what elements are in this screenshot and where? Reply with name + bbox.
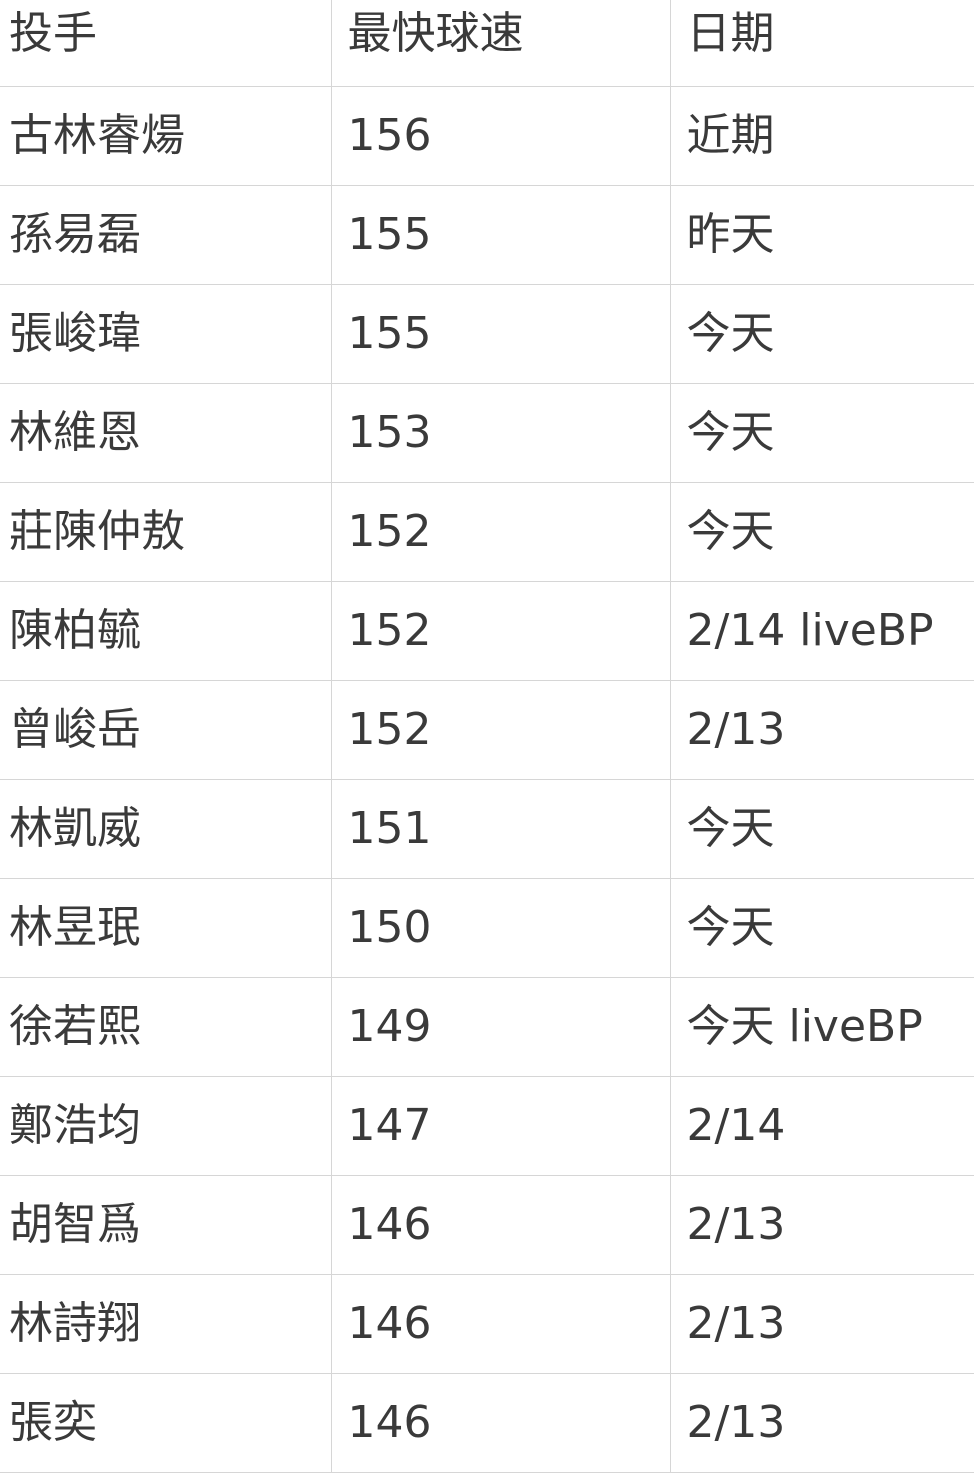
header-date: 日期	[670, 0, 974, 87]
date-cell: 今天	[670, 779, 974, 879]
table-row: 徐若熙 149 今天 liveBP	[0, 977, 974, 1077]
speed-cell: 152	[331, 680, 671, 780]
speed-cell: 151	[331, 779, 671, 879]
date-cell: 2/14	[670, 1076, 974, 1176]
speed-cell: 155	[331, 284, 671, 384]
pitcher-cell: 徐若熙	[0, 977, 332, 1077]
pitcher-cell: 胡智爲	[0, 1175, 332, 1275]
header-top-speed: 最快球速	[331, 0, 671, 87]
date-cell: 今天	[670, 482, 974, 582]
date-cell: 2/13	[670, 1274, 974, 1374]
speed-cell: 152	[331, 482, 671, 582]
date-cell: 今天	[670, 383, 974, 483]
pitcher-cell: 古林睿煬	[0, 86, 332, 186]
pitcher-cell: 莊陳仲敖	[0, 482, 332, 582]
table-row: 林詩翔 146 2/13	[0, 1274, 974, 1374]
pitcher-cell: 林詩翔	[0, 1274, 332, 1374]
date-cell: 近期	[670, 86, 974, 186]
table-row: 林昱珉 150 今天	[0, 878, 974, 978]
speed-cell: 153	[331, 383, 671, 483]
table-row: 曾峻岳 152 2/13	[0, 680, 974, 780]
speed-cell: 150	[331, 878, 671, 978]
pitcher-cell: 孫易磊	[0, 185, 332, 285]
pitcher-cell: 張奕	[0, 1373, 332, 1473]
table-row: 胡智爲 146 2/13	[0, 1175, 974, 1275]
table-row: 古林睿煬 156 近期	[0, 86, 974, 186]
table-row: 張峻瑋 155 今天	[0, 284, 974, 384]
speed-cell: 156	[331, 86, 671, 186]
speed-cell: 152	[331, 581, 671, 681]
speed-cell: 146	[331, 1373, 671, 1473]
pitcher-cell: 林維恩	[0, 383, 332, 483]
date-cell: 今天	[670, 284, 974, 384]
pitcher-cell: 張峻瑋	[0, 284, 332, 384]
table-row: 林維恩 153 今天	[0, 383, 974, 483]
table-row: 孫易磊 155 昨天	[0, 185, 974, 285]
speed-cell: 146	[331, 1175, 671, 1275]
speed-cell: 155	[331, 185, 671, 285]
date-cell: 今天 liveBP	[670, 977, 974, 1077]
pitcher-cell: 曾峻岳	[0, 680, 332, 780]
date-cell: 2/13	[670, 1175, 974, 1275]
table-row: 張奕 146 2/13	[0, 1373, 974, 1473]
pitcher-cell: 林昱珉	[0, 878, 332, 978]
speed-cell: 149	[331, 977, 671, 1077]
speed-cell: 147	[331, 1076, 671, 1176]
date-cell: 2/13	[670, 1373, 974, 1473]
table-row: 陳柏毓 152 2/14 liveBP	[0, 581, 974, 681]
date-cell: 昨天	[670, 185, 974, 285]
table-row: 林凱威 151 今天	[0, 779, 974, 879]
table-row: 莊陳仲敖 152 今天	[0, 482, 974, 582]
date-cell: 2/14 liveBP	[670, 581, 974, 681]
pitcher-cell: 林凱威	[0, 779, 332, 879]
date-cell: 今天	[670, 878, 974, 978]
table-body: 古林睿煬 156 近期 孫易磊 155 昨天 張峻瑋 155 今天 林維恩 153 今天 莊陳仲敖 152…	[0, 86, 974, 1473]
header-pitcher: 投手	[0, 0, 332, 87]
header-row: 投手 最快球速 日期	[0, 0, 974, 87]
pitcher-cell: 鄭浩均	[0, 1076, 332, 1176]
table-row: 鄭浩均 147 2/14	[0, 1076, 974, 1176]
date-cell: 2/13	[670, 680, 974, 780]
pitcher-cell: 陳柏毓	[0, 581, 332, 681]
speed-cell: 146	[331, 1274, 671, 1374]
